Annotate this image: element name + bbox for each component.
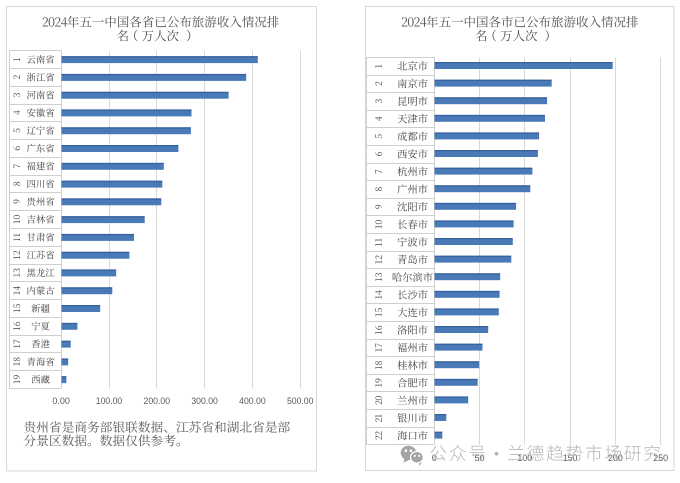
svg-text:50: 50 [474,453,484,463]
svg-text:100: 100 [517,453,532,463]
svg-text:250: 250 [653,453,668,463]
svg-text:200.00: 200.00 [144,396,171,406]
svg-text:0.00: 0.00 [52,396,70,406]
svg-text:150: 150 [563,453,578,463]
svg-text:0: 0 [432,453,437,463]
svg-text:100.00: 100.00 [96,396,123,406]
svg-text:200: 200 [608,453,623,463]
svg-text:400.00: 400.00 [239,396,266,406]
svg-text:500.00: 500.00 [287,396,314,406]
svg-text:300.00: 300.00 [191,396,218,406]
